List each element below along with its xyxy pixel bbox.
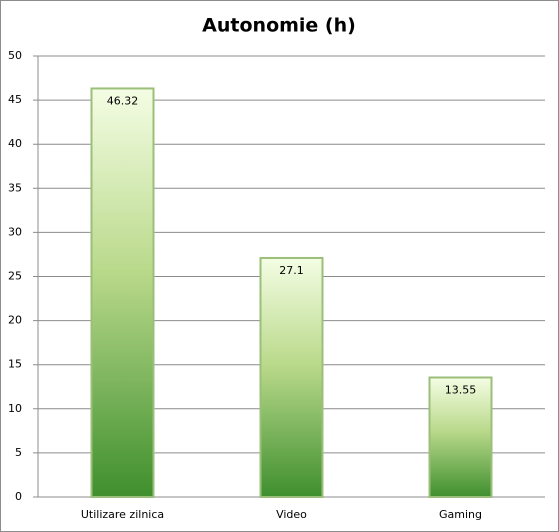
y-tick-label: 0 (15, 490, 22, 503)
y-tick-label: 50 (8, 49, 22, 62)
y-tick-label: 5 (15, 446, 22, 459)
y-tick-label: 40 (8, 137, 22, 150)
y-tick-label: 15 (8, 358, 22, 371)
y-tick-label: 30 (8, 225, 22, 238)
chart-title: Autonomie (h) (202, 15, 356, 37)
y-tick-label: 45 (8, 93, 22, 106)
y-tick-label: 35 (8, 181, 22, 194)
y-tick-label: 25 (8, 270, 22, 283)
x-tick-label: Video (276, 508, 307, 521)
bar (259, 256, 324, 498)
bar (428, 376, 493, 499)
data-label: 27.1 (279, 264, 304, 277)
x-tick-label: Gaming (439, 508, 482, 521)
x-tick-label: Utilizare zilnica (81, 508, 164, 521)
y-tick-label: 20 (8, 314, 22, 327)
bar (90, 87, 155, 498)
data-label: 13.55 (445, 383, 477, 396)
data-label: 46.32 (107, 94, 139, 107)
y-tick-label: 10 (8, 402, 22, 415)
